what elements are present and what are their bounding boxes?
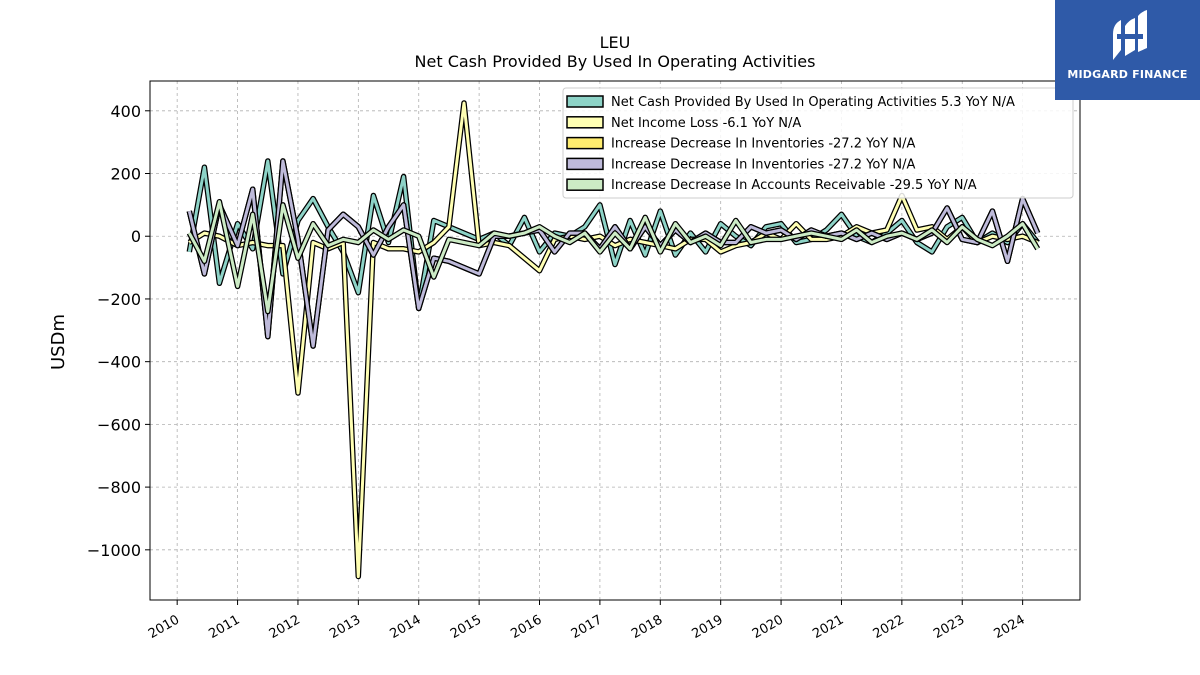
series-line-4 bbox=[187, 200, 1039, 313]
legend-entry: Increase Decrease In Accounts Receivable… bbox=[611, 178, 977, 193]
y-tick-label: 200 bbox=[110, 165, 141, 184]
chart-ticker-title: LEU bbox=[599, 33, 631, 52]
legend-swatch bbox=[566, 95, 604, 108]
x-tick-label: 2012 bbox=[267, 612, 303, 642]
x-tick-label: 2013 bbox=[327, 612, 363, 642]
x-tick-label: 2024 bbox=[991, 612, 1027, 642]
x-tick-label: 2010 bbox=[146, 612, 182, 642]
x-tick-label: 2023 bbox=[931, 612, 967, 642]
legend-entry: Net Cash Provided By Used In Operating A… bbox=[611, 95, 1015, 110]
y-tick-label: −1000 bbox=[87, 541, 141, 560]
legend-swatch bbox=[566, 157, 604, 171]
legend: Net Cash Provided By Used In Operating A… bbox=[562, 87, 1074, 199]
legend-entry: Increase Decrease In Inventories -27.2 Y… bbox=[611, 157, 915, 172]
x-tick-label: 2014 bbox=[388, 612, 424, 642]
y-tick-label: 0 bbox=[131, 227, 141, 246]
y-tick-label: −200 bbox=[97, 290, 141, 309]
y-tick-label: 400 bbox=[110, 102, 141, 121]
logo-mark-icon bbox=[1113, 10, 1147, 60]
x-tick-label: 2017 bbox=[569, 612, 605, 642]
x-tick-label: 2011 bbox=[206, 612, 242, 642]
x-tick-label: 2016 bbox=[508, 612, 544, 642]
legend-swatch bbox=[566, 136, 604, 150]
y-axis-label: USDm bbox=[48, 314, 69, 370]
plot-frame bbox=[149, 80, 1081, 601]
legend-swatch bbox=[566, 178, 604, 191]
y-tick-label: −800 bbox=[97, 478, 141, 497]
legend-swatch bbox=[566, 116, 604, 129]
logo-text: MIDGARD FINANCE bbox=[1067, 68, 1188, 81]
legend-box bbox=[562, 87, 1074, 199]
legend-entry: Net Income Loss -6.1 YoY N/A bbox=[611, 116, 801, 131]
x-tick-label: 2022 bbox=[871, 612, 907, 642]
series-lines bbox=[186, 100, 1041, 580]
brand-logo: MIDGARD FINANCE bbox=[1055, 0, 1200, 100]
y-tick-label: −600 bbox=[97, 415, 141, 434]
y-tick-label: −400 bbox=[97, 353, 141, 372]
x-tick-label: 2021 bbox=[810, 612, 846, 642]
x-tick-label: 2020 bbox=[750, 612, 786, 642]
x-tick-label: 2018 bbox=[629, 612, 665, 642]
x-tick-label: 2015 bbox=[448, 612, 484, 642]
chart-title: Net Cash Provided By Used In Operating A… bbox=[414, 52, 816, 71]
legend-entry: Increase Decrease In Inventories -27.2 Y… bbox=[611, 137, 915, 152]
x-tick-label: 2019 bbox=[690, 612, 726, 642]
